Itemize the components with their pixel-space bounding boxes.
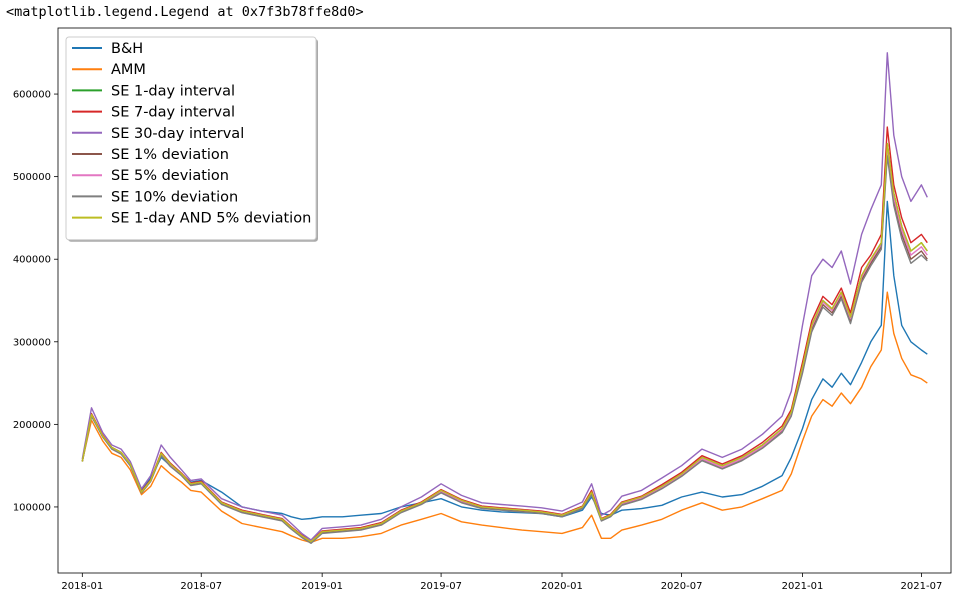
series-line-7	[81, 155, 928, 544]
legend: B&H AMM SE 1-day interval SE 7-day interval…	[65, 36, 318, 242]
legend-repr-output: <matplotlib.legend.Legend at 0x7f3b78ffe…	[6, 4, 364, 20]
legend-entry-label: SE 1-day AND 5% deviation	[111, 211, 311, 227]
x-tick-label: 2021-01	[782, 581, 824, 592]
y-tick-label: 600000	[13, 90, 51, 101]
legend-entry-label: SE 1% deviation	[111, 147, 229, 163]
legend-entry-label: SE 5% deviation	[111, 168, 229, 184]
legend-entry-label: SE 10% deviation	[111, 189, 238, 205]
x-tick-label: 2021-07	[901, 581, 943, 592]
x-tick-label: 2018-01	[61, 581, 103, 592]
y-tick-label: 300000	[13, 337, 51, 348]
x-tick-label: 2019-01	[301, 581, 343, 592]
series-line-1	[81, 291, 928, 544]
y-tick-label: 400000	[13, 255, 51, 266]
legend-entry-label: AMM	[111, 62, 146, 78]
x-tick-label: 2020-07	[661, 581, 703, 592]
x-tick-label: 2020-01	[541, 581, 583, 592]
y-tick-label: 200000	[13, 420, 51, 431]
legend-box	[65, 36, 317, 241]
legend-entry-label: SE 1-day interval	[111, 83, 235, 99]
y-axis: 100000 200000 300000 400000 500000 600000	[13, 90, 58, 513]
y-tick-label: 500000	[13, 172, 51, 183]
series-layer	[81, 52, 928, 544]
legend-entry-label: B&H	[111, 41, 143, 57]
x-tick-label: 2019-07	[420, 581, 462, 592]
legend-entry-label: SE 30-day interval	[111, 126, 244, 142]
series-line-8	[81, 142, 928, 543]
plot-frame	[57, 27, 952, 574]
x-tick-label: 2018-07	[180, 581, 222, 592]
x-axis: 2018-01 2018-07 2019-01 2019-07 2020-01 2020-…	[61, 573, 942, 592]
series-line-4	[81, 52, 928, 541]
y-tick-label: 100000	[13, 502, 51, 513]
legend-entry-label: SE 7-day interval	[111, 105, 235, 121]
